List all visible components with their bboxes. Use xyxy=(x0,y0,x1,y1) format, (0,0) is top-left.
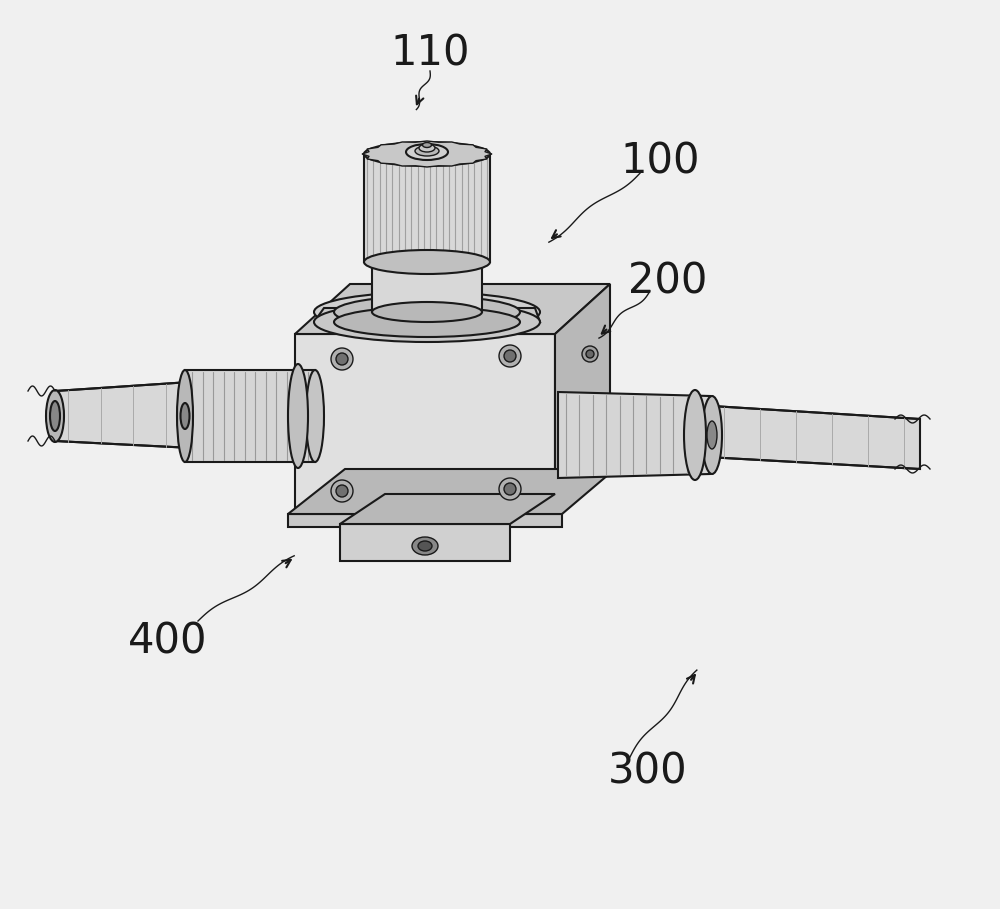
Ellipse shape xyxy=(707,421,717,449)
Ellipse shape xyxy=(334,296,520,328)
Ellipse shape xyxy=(331,348,353,370)
Ellipse shape xyxy=(180,403,190,429)
Ellipse shape xyxy=(334,307,520,337)
Text: 300: 300 xyxy=(608,750,688,792)
Ellipse shape xyxy=(288,364,308,468)
Ellipse shape xyxy=(582,346,598,362)
Ellipse shape xyxy=(372,302,482,322)
Polygon shape xyxy=(185,370,315,462)
Text: 110: 110 xyxy=(390,33,470,75)
Polygon shape xyxy=(295,334,555,519)
Ellipse shape xyxy=(306,370,324,462)
Ellipse shape xyxy=(499,345,521,367)
Polygon shape xyxy=(314,308,540,322)
Ellipse shape xyxy=(336,353,348,365)
Ellipse shape xyxy=(177,370,193,462)
Ellipse shape xyxy=(702,396,722,474)
Text: 200: 200 xyxy=(628,260,708,302)
Ellipse shape xyxy=(331,480,353,502)
Polygon shape xyxy=(288,514,562,527)
Ellipse shape xyxy=(588,440,596,448)
Polygon shape xyxy=(288,469,615,514)
Ellipse shape xyxy=(586,350,594,358)
Text: 400: 400 xyxy=(128,620,208,662)
Polygon shape xyxy=(340,494,555,524)
Ellipse shape xyxy=(419,144,435,152)
Ellipse shape xyxy=(412,537,438,555)
Ellipse shape xyxy=(314,292,540,332)
Ellipse shape xyxy=(422,143,432,147)
Ellipse shape xyxy=(406,144,448,160)
Ellipse shape xyxy=(684,390,706,480)
Ellipse shape xyxy=(504,483,516,495)
Ellipse shape xyxy=(50,401,60,431)
Polygon shape xyxy=(555,284,610,519)
Ellipse shape xyxy=(336,485,348,497)
Ellipse shape xyxy=(381,254,473,268)
Polygon shape xyxy=(362,141,492,167)
Ellipse shape xyxy=(499,478,521,500)
Ellipse shape xyxy=(584,436,600,452)
Polygon shape xyxy=(600,399,920,469)
Polygon shape xyxy=(340,524,510,561)
Ellipse shape xyxy=(415,146,439,156)
Ellipse shape xyxy=(314,302,540,342)
Ellipse shape xyxy=(364,142,490,166)
Ellipse shape xyxy=(364,250,490,274)
Polygon shape xyxy=(372,261,482,312)
Ellipse shape xyxy=(504,350,516,362)
Ellipse shape xyxy=(46,390,64,442)
Ellipse shape xyxy=(418,541,432,551)
Polygon shape xyxy=(55,374,310,454)
Text: 100: 100 xyxy=(620,140,700,182)
Polygon shape xyxy=(364,154,490,262)
Ellipse shape xyxy=(372,251,482,271)
Polygon shape xyxy=(295,284,610,334)
Polygon shape xyxy=(558,392,710,478)
